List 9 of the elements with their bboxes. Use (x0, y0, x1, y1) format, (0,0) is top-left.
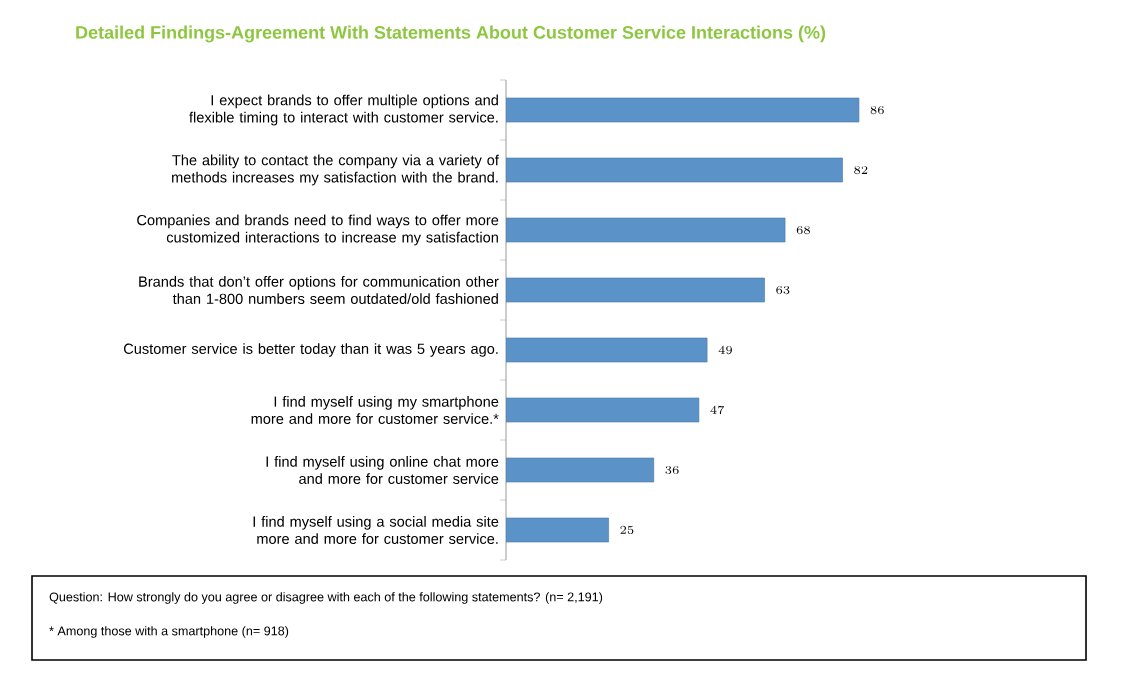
bar (506, 457, 655, 483)
bar (506, 157, 843, 183)
bar (506, 277, 765, 303)
chart-title: Detailed Findings-Agreement With Statements About Customer Service Interactions (%) (76, 25, 826, 43)
bar (506, 337, 708, 363)
bar (506, 397, 700, 423)
bar (506, 97, 860, 123)
bar (506, 217, 786, 243)
bar (506, 517, 609, 543)
